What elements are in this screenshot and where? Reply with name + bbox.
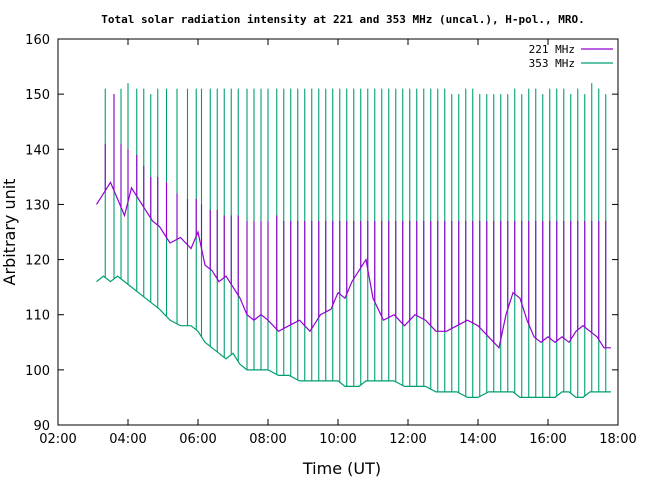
x-tick-label: 06:00 bbox=[179, 432, 216, 447]
x-axis-label: Time (UT) bbox=[302, 459, 381, 478]
x-tick-label: 14:00 bbox=[459, 432, 496, 447]
x-tick-label: 10:00 bbox=[319, 432, 356, 447]
y-tick-label: 150 bbox=[25, 88, 50, 103]
y-axis-label: Arbitrary unit bbox=[0, 179, 19, 286]
legend-label-221: 221 MHz bbox=[529, 43, 575, 56]
y-tick-label: 140 bbox=[25, 143, 50, 158]
y-tick-label: 130 bbox=[25, 198, 50, 213]
plot-frame bbox=[57, 38, 619, 426]
series-line-221 bbox=[95, 181, 611, 350]
series-line-353 bbox=[96, 275, 611, 398]
y-tick-label: 160 bbox=[25, 33, 50, 48]
x-tick-label: 16:00 bbox=[529, 432, 566, 447]
y-tick-label: 90 bbox=[33, 419, 50, 434]
y-tick-label: 100 bbox=[25, 364, 50, 379]
x-tick-label: 12:00 bbox=[389, 432, 426, 447]
chart-title: Total solar radiation intensity at 221 a… bbox=[101, 13, 584, 26]
x-tick-label: 02:00 bbox=[39, 432, 76, 447]
y-axis: 90 100 110 120 130 140 150 160 bbox=[25, 33, 618, 434]
x-tick-label: 18:00 bbox=[599, 432, 636, 447]
legend-label-353: 353 MHz bbox=[529, 57, 575, 70]
y-tick-label: 110 bbox=[25, 309, 50, 324]
y-tick-label: 120 bbox=[25, 254, 50, 269]
x-tick-label: 08:00 bbox=[249, 432, 286, 447]
x-tick-label: 04:00 bbox=[109, 432, 146, 447]
plot-series bbox=[95, 83, 611, 398]
x-axis: 02:00 04:00 06:00 08:00 10:00 12:00 14:00 16:00… bbox=[39, 39, 637, 447]
legend: 221 MHz 353 MHz bbox=[529, 43, 613, 70]
